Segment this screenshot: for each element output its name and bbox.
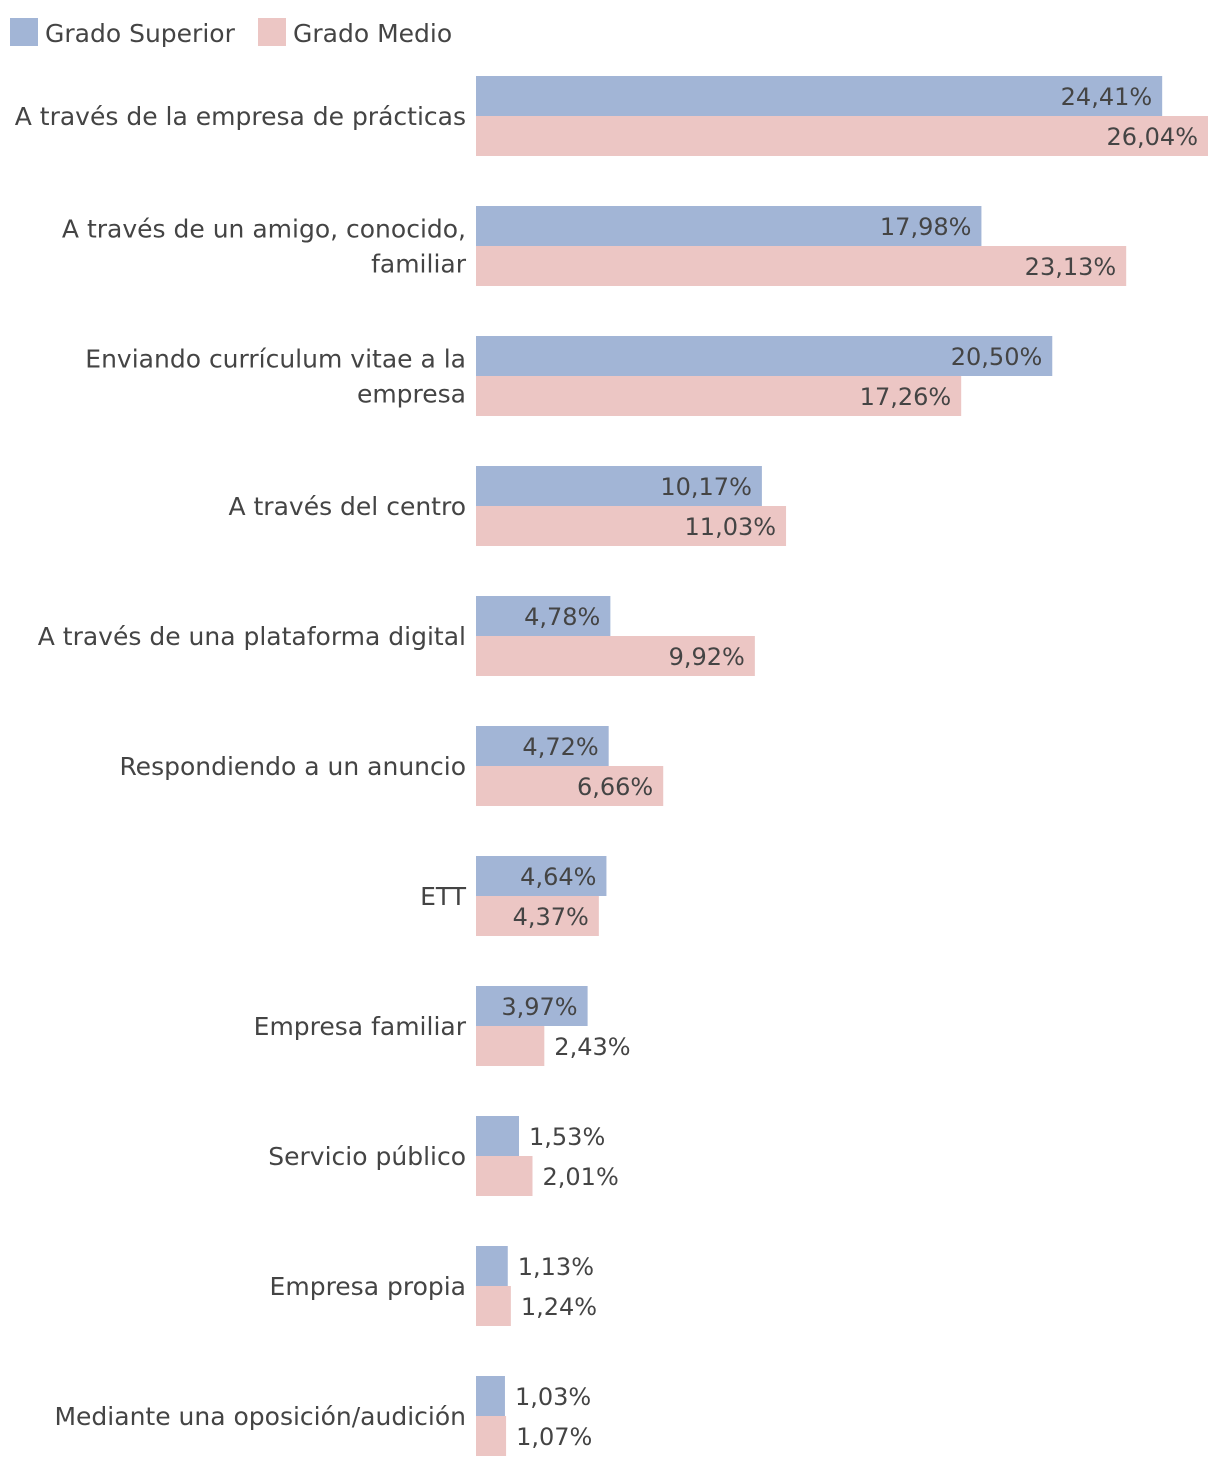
bar-1-2 (476, 376, 962, 416)
value-label-1-3: 11,03% (685, 513, 777, 541)
legend: Grado Superior Grado Medio (10, 18, 452, 48)
value-label-1-0: 26,04% (1106, 123, 1198, 151)
value-label-1-6: 4,37% (513, 903, 589, 931)
value-label-1-5: 6,66% (577, 773, 653, 801)
category-label-line: Respondiendo a un anuncio (119, 752, 466, 781)
category-label-3: A través del centro (228, 492, 466, 521)
value-label-0-2: 20,50% (951, 343, 1043, 371)
legend-label-1: Grado Medio (293, 19, 452, 48)
value-label-0-8: 1,53% (529, 1123, 605, 1151)
category-label-line: A través de un amigo, conocido, (62, 215, 466, 244)
bar-0-3 (476, 466, 762, 506)
category-label-line: Mediante una oposición/audición (54, 1402, 466, 1431)
bars (476, 76, 1208, 1456)
value-label-0-10: 1,03% (515, 1383, 591, 1411)
bar-0-0 (476, 76, 1163, 116)
bar-0-9 (476, 1246, 508, 1286)
category-labels: A través de la empresa de prácticas A tra… (15, 102, 467, 1431)
bar-0-7 (476, 986, 588, 1026)
category-label-line: Empresa propia (270, 1272, 466, 1301)
bar-1-6 (476, 896, 599, 936)
bar-1-8 (476, 1156, 533, 1196)
bar-1-1 (476, 246, 1127, 286)
bar-0-8 (476, 1116, 520, 1156)
category-label-8: Servicio público (268, 1142, 466, 1171)
category-label-line: A través del centro (228, 492, 466, 521)
value-label-0-6: 4,64% (520, 863, 596, 891)
value-label-1-2: 17,26% (860, 383, 952, 411)
category-label-line: empresa (357, 380, 466, 409)
value-label-0-1: 17,98% (880, 213, 972, 241)
value-label-1-8: 2,01% (543, 1163, 619, 1191)
value-label-1-7: 2,43% (554, 1033, 630, 1061)
category-label-4: A través de una plataforma digital (38, 622, 466, 651)
bar-1-10 (476, 1416, 507, 1456)
value-labels: 24,41% 26,04% 17,98% 23,13% 20,50% 17,26% 10,1… (501, 83, 1198, 1451)
value-label-0-0: 24,41% (1061, 83, 1153, 111)
category-label-0: A través de la empresa de prácticas (15, 102, 466, 131)
bar-1-3 (476, 506, 787, 546)
value-label-0-4: 4,78% (524, 603, 600, 631)
category-label-6: ETT (420, 882, 467, 911)
category-label-line: Enviando currículum vitae a la (85, 345, 466, 374)
legend-swatch-0 (10, 18, 38, 46)
value-label-1-9: 1,24% (521, 1293, 597, 1321)
category-label-9: Empresa propia (270, 1272, 466, 1301)
legend-label-0: Grado Superior (45, 19, 236, 48)
bar-0-1 (476, 206, 982, 246)
value-label-1-1: 23,13% (1025, 253, 1117, 281)
category-label-line: Empresa familiar (254, 1012, 467, 1041)
category-label-10: Mediante una oposición/audición (54, 1402, 466, 1431)
category-label-line: familiar (371, 250, 467, 279)
value-label-0-7: 3,97% (501, 993, 577, 1021)
bar-0-2 (476, 336, 1053, 376)
category-label-line: Servicio público (268, 1142, 466, 1171)
category-label-line: A través de una plataforma digital (38, 622, 466, 651)
bar-1-7 (476, 1026, 545, 1066)
bar-1-5 (476, 766, 664, 806)
category-label-line: A través de la empresa de prácticas (15, 102, 466, 131)
bar-0-4 (476, 596, 611, 636)
value-label-0-3: 10,17% (660, 473, 752, 501)
value-label-1-4: 9,92% (669, 643, 745, 671)
bar-0-10 (476, 1376, 505, 1416)
bar-0-6 (476, 856, 607, 896)
value-label-0-5: 4,72% (522, 733, 598, 761)
bar-0-5 (476, 726, 609, 766)
category-label-7: Empresa familiar (254, 1012, 467, 1041)
value-label-0-9: 1,13% (518, 1253, 594, 1281)
category-label-line: ETT (420, 882, 467, 911)
bar-1-9 (476, 1286, 511, 1326)
category-label-5: Respondiendo a un anuncio (119, 752, 466, 781)
category-label-2: Enviando currículum vitae a la empresa (85, 345, 466, 409)
category-label-1: A través de un amigo, conocido, familiar (62, 215, 467, 279)
bar-1-0 (476, 116, 1208, 156)
value-label-1-10: 1,07% (516, 1423, 592, 1451)
bar-1-4 (476, 636, 755, 676)
legend-swatch-1 (258, 18, 286, 46)
